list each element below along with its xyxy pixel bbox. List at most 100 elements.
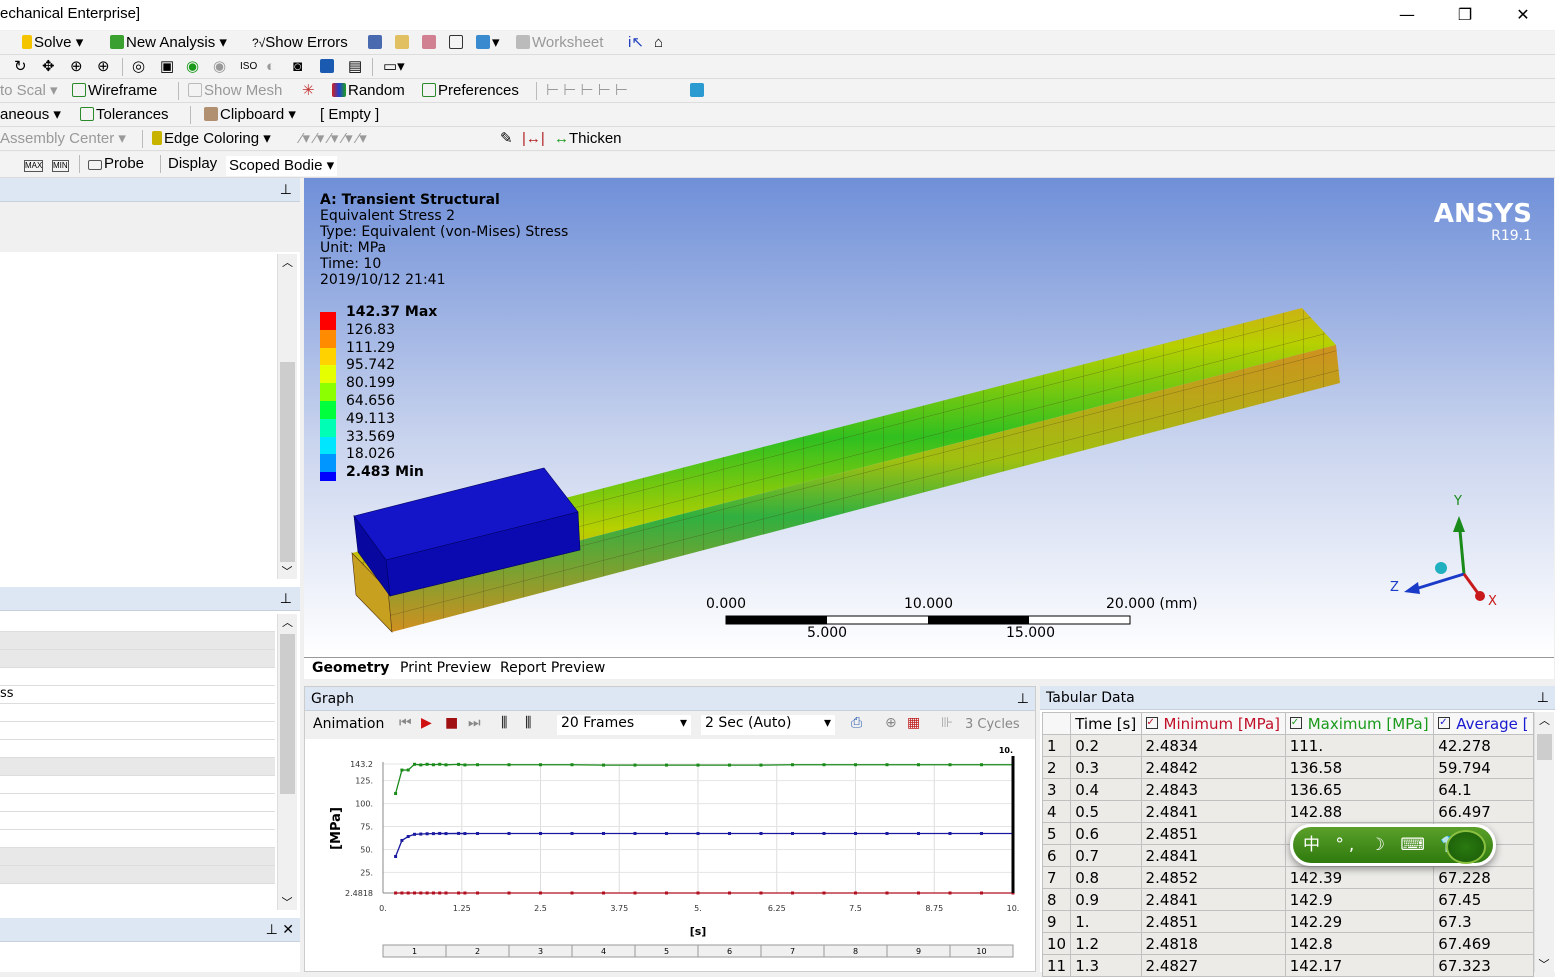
bottom-left-header: ⊥ ✕ [0, 918, 300, 942]
x-tick-label: 5. [694, 904, 702, 913]
zoom-fit-icon[interactable]: ◎ [132, 57, 145, 77]
ruler-icon[interactable]: ▤ [348, 57, 362, 77]
ime-toolbar[interactable]: 中 °, ☽ ⌨ 👕 [1290, 824, 1496, 866]
show-errors-button[interactable]: ?√Show Errors [252, 33, 348, 53]
text-annotation-icon[interactable] [395, 33, 411, 53]
look-at-icon[interactable]: ◐ [266, 57, 275, 77]
comment-icon[interactable] [368, 33, 384, 53]
data-point [407, 891, 410, 894]
worksheet-button[interactable]: Worksheet [516, 33, 603, 53]
outline-scrollbar[interactable]: ︿ ﹀ [277, 254, 297, 579]
text-icon[interactable] [449, 33, 465, 53]
zoom-icon[interactable]: ⊕ [70, 57, 83, 77]
pin-icon[interactable]: ✎ [500, 129, 513, 149]
assembly-center-dropdown[interactable]: Assembly Center ▾ [0, 129, 126, 149]
column-header[interactable]: ✓Minimum [MPa] [1141, 713, 1285, 735]
iso-view-icon[interactable]: ISO [240, 57, 257, 77]
min-label-button[interactable]: MIN [52, 160, 69, 172]
minimize-button[interactable]: — [1384, 3, 1430, 27]
next-view-icon[interactable]: ◉ [213, 57, 226, 77]
pan-icon[interactable]: ✥ [42, 57, 55, 77]
column-checkbox[interactable]: ✓ [1146, 717, 1158, 729]
frames-dropdown[interactable]: 20 Frames▾ [557, 715, 691, 735]
box-zoom-icon[interactable]: ⊕ [97, 57, 110, 77]
thin-icon[interactable]: |↔| [522, 129, 545, 149]
tabular-header: Tabular Data⊥ [1040, 686, 1555, 710]
rotate-icon[interactable]: ↻ [14, 57, 27, 77]
column-header[interactable]: ✓Average [ [1434, 713, 1534, 735]
column-header[interactable] [1043, 713, 1071, 735]
table-cell: 0.8 [1071, 867, 1141, 889]
preferences-button[interactable]: Preferences [422, 81, 519, 101]
duration-dropdown[interactable]: 2 Sec (Auto)▾ [701, 715, 835, 735]
column-checkbox[interactable]: ✓ [1290, 717, 1302, 729]
tolerances-button[interactable]: Tolerances [80, 105, 169, 125]
thicken-button[interactable]: ↔Thicken [554, 129, 622, 149]
chart-icon[interactable] [422, 33, 438, 53]
display-dropdown[interactable]: Scoped Bodie ▾ [226, 156, 337, 176]
new-analysis-button[interactable]: New Analysis ▾ [110, 33, 227, 53]
close-button[interactable]: ✕ [1500, 3, 1546, 27]
help-cube-icon[interactable] [690, 81, 706, 101]
viewports-icon[interactable] [320, 57, 336, 77]
window-layout-icon[interactable]: ▭▾ [383, 57, 405, 77]
graph-grid-icon[interactable]: ▦ [907, 715, 920, 731]
probe-button[interactable]: Probe [88, 154, 144, 174]
previous-frame-icon[interactable]: ⏮ [399, 715, 412, 731]
axis-icon[interactable]: ⊢ ⊢ ⊢ ⊢ ⊢ [546, 81, 628, 101]
random-colors-button[interactable]: Random [332, 81, 405, 101]
max-label-button[interactable]: MAX [24, 160, 43, 172]
previous-view-icon[interactable]: ◉ [186, 57, 199, 77]
explode-icon[interactable]: ✳ [302, 81, 315, 101]
image-icon[interactable]: ▾ [476, 33, 500, 53]
restore-button[interactable]: ❐ [1442, 3, 1488, 27]
distributed-icon[interactable]: ⫼ [501, 715, 507, 731]
details-scrollbar[interactable]: ︿ ﹀ [277, 614, 297, 910]
graphics-viewport[interactable]: A: Transient Structural Equivalent Stres… [304, 178, 1554, 657]
miscellaneous-dropdown[interactable]: aneous ▾ [0, 105, 61, 125]
auto-scale-dropdown[interactable]: to Scal ▾ [0, 81, 58, 101]
column-header[interactable]: Time [s] [1071, 713, 1141, 735]
clipboard-button[interactable]: Clipboard ▾ [204, 105, 296, 125]
tab-print-preview[interactable]: Print Preview [400, 660, 491, 676]
play-icon[interactable]: ▶ [421, 715, 432, 731]
left-panel: ⊥ ︿ ﹀ ⊥ ss ︿ ﹀ ⊥ ✕ [0, 178, 300, 972]
zoom-graph-icon[interactable]: ⊕ [885, 715, 897, 731]
data-point [602, 764, 605, 767]
tab-report-preview[interactable]: Report Preview [500, 660, 605, 676]
wireframe-button[interactable]: Wireframe [72, 81, 157, 101]
cursor-label: 10. [999, 746, 1013, 755]
tab-geometry[interactable]: Geometry [312, 660, 389, 676]
stop-icon[interactable]: ■ [445, 715, 458, 731]
scale-label: 15.000 [1006, 625, 1055, 641]
result-sets-icon[interactable]: ⫼ [525, 715, 531, 731]
camera-icon[interactable]: ◙ [293, 57, 302, 77]
zoom-box-icon[interactable]: ▣ [160, 57, 174, 77]
show-mesh-button[interactable]: Show Mesh [188, 81, 282, 101]
data-point [665, 832, 668, 835]
edge-coloring-button[interactable]: Edge Coloring ▾ [152, 129, 271, 149]
data-point [980, 763, 983, 766]
column-header[interactable]: ✓Maximum [MPa] [1285, 713, 1434, 735]
next-frame-icon[interactable]: ⏭ [468, 715, 481, 731]
data-point [728, 891, 731, 894]
table-cell: 67.228 [1434, 867, 1534, 889]
selection-info-icon[interactable]: i↖ [628, 33, 644, 53]
tag-icon[interactable]: ⌂ [654, 33, 663, 53]
export-video-icon[interactable]: ⎙ [851, 715, 862, 731]
column-checkbox[interactable]: ✓ [1438, 717, 1450, 729]
solve-button[interactable]: Solve ▾ [22, 33, 83, 53]
step-label: 3 [538, 947, 543, 956]
tabular-scrollbar[interactable]: ︿ ﹀ [1534, 712, 1554, 972]
edge-display-icon[interactable]: ⁄▾ ⁄▾ ⁄▾ ⁄▾ ⁄▾ [300, 129, 367, 149]
